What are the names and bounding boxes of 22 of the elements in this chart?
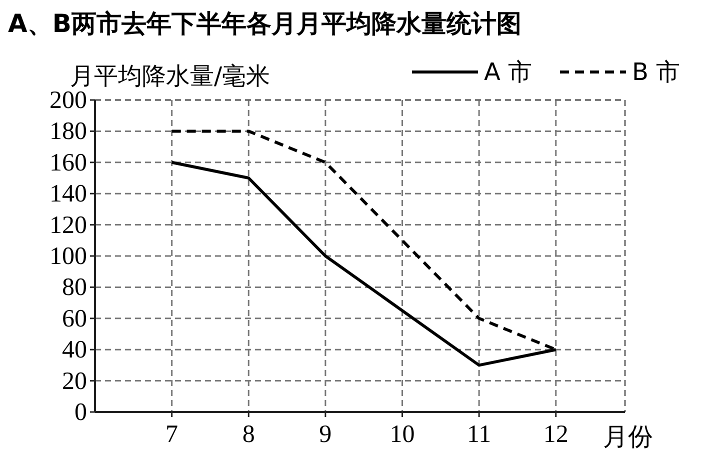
y-tick-label: 140 bbox=[50, 180, 87, 208]
x-axis-title: 月份 bbox=[603, 422, 653, 451]
y-tick-label: 200 bbox=[50, 87, 87, 114]
y-tick-label: 0 bbox=[74, 399, 87, 426]
y-tick-label: 60 bbox=[62, 305, 87, 332]
chart-title: A、B两市去年下半年各月月平均降水量统计图 bbox=[8, 9, 522, 38]
x-tick-label: 10 bbox=[390, 421, 415, 448]
y-tick-label: 100 bbox=[50, 243, 87, 270]
y-tick-label: 180 bbox=[50, 118, 87, 146]
y-tick-label: 160 bbox=[50, 149, 87, 176]
y-tick-label: 120 bbox=[50, 212, 87, 239]
x-tick-label: 12 bbox=[543, 421, 568, 448]
x-tick-label: 7 bbox=[166, 421, 178, 448]
y-tick-label: 20 bbox=[62, 368, 87, 395]
legend-label: B 市 bbox=[632, 58, 680, 86]
x-tick-label: 8 bbox=[242, 421, 255, 448]
y-tick-label: 40 bbox=[62, 336, 87, 364]
x-tick-label: 11 bbox=[467, 421, 492, 448]
legend-label: A 市 bbox=[484, 58, 532, 86]
x-tick-label: 9 bbox=[319, 421, 332, 448]
y-axis-title: 月平均降水量/毫米 bbox=[70, 62, 270, 90]
y-tick-label: 80 bbox=[62, 274, 87, 302]
